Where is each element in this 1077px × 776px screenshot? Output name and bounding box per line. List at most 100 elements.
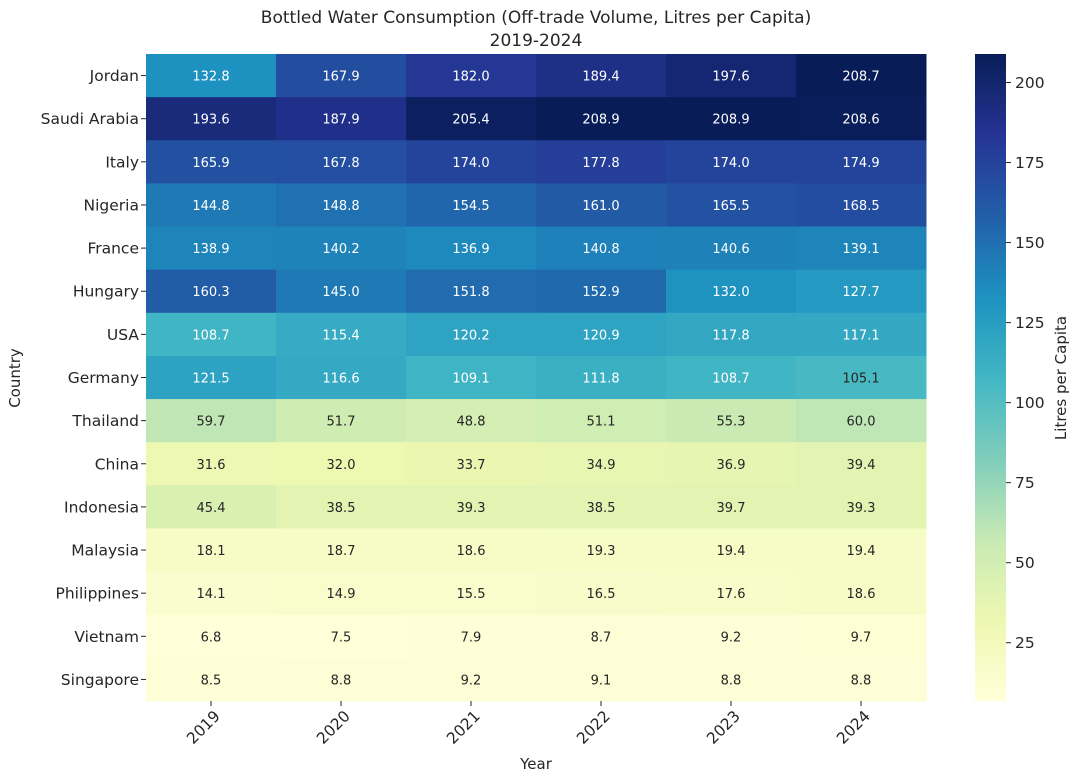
cell-value-label: 39.3 [847,501,876,516]
cell-value-label: 51.1 [587,415,616,430]
heatmap-cell [406,571,537,616]
cell-value-label: 174.9 [842,156,879,171]
heatmap-cell [666,312,797,357]
heatmap-cell [406,485,537,529]
heatmap-cell [666,97,797,141]
heatmap-cell [146,614,277,659]
cell-value-label: 14.9 [327,587,356,602]
cell-value-label: 165.9 [192,156,229,171]
colorbar-tick-label: 50 [1015,554,1035,572]
cell-value-label: 174.0 [712,156,749,171]
heatmap-cell [146,140,277,184]
heatmap-cell [666,442,797,486]
y-tick-label: Italy [105,153,139,171]
heatmap-cell [796,54,927,98]
cell-value-label: 160.3 [192,285,229,300]
heatmap-cell [536,183,667,228]
cell-value-label: 9.1 [591,673,612,688]
heatmap-cell [406,269,537,314]
heatmap-cell [276,528,407,573]
heatmap-cell [276,485,407,529]
cell-value-label: 108.7 [712,372,749,387]
cell-value-label: 8.8 [331,673,352,688]
heatmap-cell [796,97,927,141]
cell-value-label: 182.0 [452,70,489,85]
y-tick-label: Nigeria [84,196,139,214]
heatmap-cell [536,485,667,529]
heatmap-cell [796,399,927,443]
heatmap-cell [146,528,277,573]
cell-value-label: 208.9 [582,113,619,128]
heatmap-cell [276,657,407,702]
heatmap-cell [406,399,537,443]
heatmap-cell [146,97,277,141]
colorbar-tick-label: 75 [1015,474,1035,492]
heatmap-cell [666,485,797,529]
y-tick-label: Singapore [61,671,139,689]
heatmap-cell [406,355,537,400]
x-tick-label: 2022 [573,707,614,748]
heatmap-cell [666,614,797,659]
colorbar-tick-label: 200 [1015,74,1045,92]
cell-value-label: 161.0 [582,199,619,214]
chart-title: Bottled Water Consumption (Off-trade Vol… [261,8,811,28]
cell-value-label: 168.5 [842,199,879,214]
cell-value-label: 116.6 [322,372,359,387]
heatmap-cell [146,312,277,357]
cell-value-label: 39.4 [847,458,876,473]
heatmap-cell [406,183,537,228]
y-tick-label: USA [107,326,139,344]
heatmap-cell [276,97,407,141]
heatmap-cell [666,399,797,443]
heatmap-cell [406,226,537,271]
heatmap-cell [796,355,927,400]
heatmap-cell [146,54,277,98]
heatmap-cell [536,571,667,616]
cell-value-label: 34.9 [587,458,616,473]
cell-value-label: 140.6 [712,242,749,257]
heatmap-cell [536,54,667,98]
heatmap-cell [276,183,407,228]
heatmap-cell [666,269,797,314]
y-tick-label: Germany [68,369,139,387]
cell-value-label: 8.8 [851,673,872,688]
cell-value-label: 139.1 [842,242,879,257]
x-tick-label: 2024 [833,707,874,748]
heatmap-cell [406,528,537,573]
heatmap-cell [276,269,407,314]
cell-value-label: 31.6 [197,458,226,473]
heatmap-cell [406,97,537,141]
cell-value-label: 132.0 [712,285,749,300]
heatmap-cell [536,657,667,702]
cell-value-label: 6.8 [201,630,222,645]
heatmap-cell [276,442,407,486]
x-axis-label: Year [519,755,553,773]
cell-value-label: 9.2 [721,630,742,645]
cell-value-label: 117.1 [842,328,879,343]
heatmap-cell [796,528,927,573]
heatmap-cell [406,442,537,486]
heatmap-cell-labels: 132.8 167.9 182.0 189.4 197.6 208.7 193.6 187.9… [192,70,879,689]
cell-value-label: 152.9 [582,285,619,300]
heatmap-cell [536,312,667,357]
cell-value-label: 117.8 [712,328,749,343]
cell-value-label: 16.5 [587,587,616,602]
cell-value-label: 138.9 [192,242,229,257]
heatmap-cell [146,657,277,702]
cell-value-label: 7.9 [461,630,482,645]
y-tick-label: Malaysia [71,542,139,560]
cell-value-label: 105.1 [842,372,879,387]
colorbar-tick-label: 150 [1015,234,1045,252]
heatmap-cell [796,442,927,486]
cell-value-label: 38.5 [327,501,356,516]
heatmap-cell [406,54,537,98]
heatmap-cell [536,355,667,400]
colorbar-tick-label: 125 [1015,314,1045,332]
heatmap-cell [276,312,407,357]
heatmap-cell [666,226,797,271]
heatmap-cell [666,54,797,98]
cell-value-label: 18.6 [847,587,876,602]
heatmap-cell [276,226,407,271]
cell-value-label: 36.9 [717,458,746,473]
cell-value-label: 136.9 [452,242,489,257]
